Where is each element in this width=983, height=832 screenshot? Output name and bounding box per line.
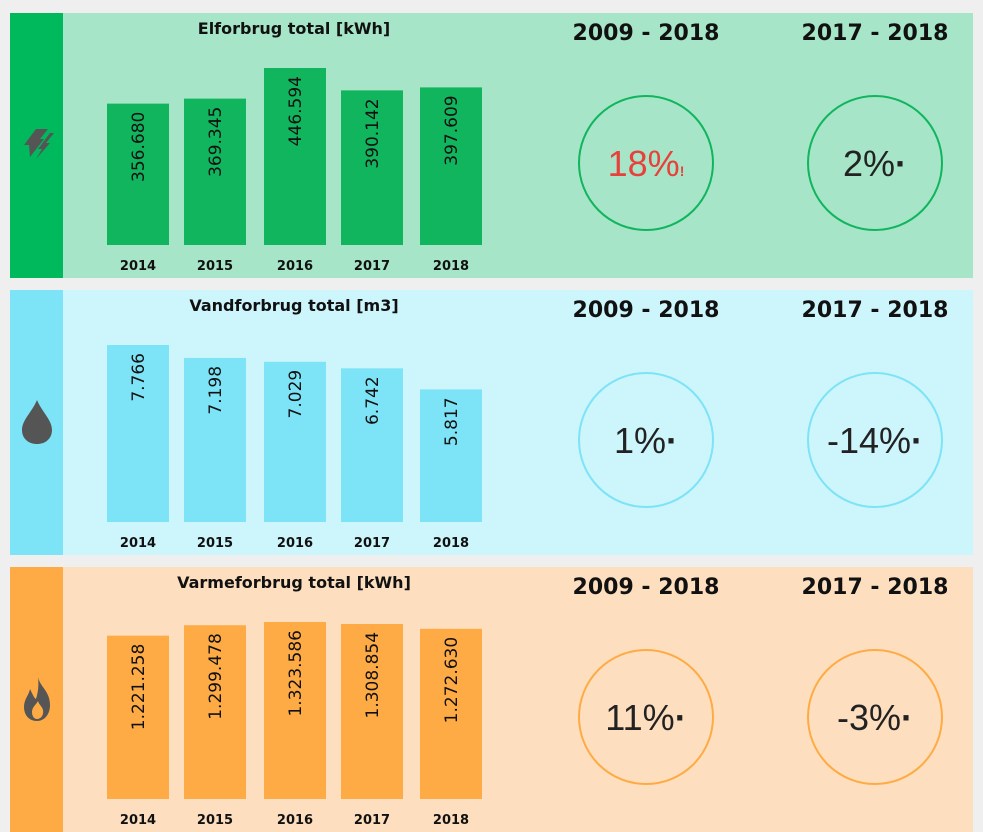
- value-label: 5.817: [442, 397, 462, 446]
- kpi-marker: !: [680, 163, 685, 179]
- kpi-circle: [807, 372, 943, 508]
- kpi-value: 11%·: [605, 697, 686, 738]
- kpi-circle: [578, 95, 714, 231]
- kpi-marker: ·: [901, 697, 913, 738]
- value-label: 7.029: [286, 370, 306, 419]
- bar: [107, 103, 169, 245]
- chart-title: Elforbrug total [kWh]: [198, 19, 390, 38]
- value-label: 397.609: [442, 95, 462, 165]
- bar: [341, 90, 403, 245]
- x-tick-label: 2016: [277, 536, 313, 551]
- kpi-value: 18%!: [608, 143, 685, 184]
- value-label: 6.742: [363, 376, 383, 425]
- value-label: 1.299.478: [206, 633, 226, 720]
- kpi-text: 18%: [608, 143, 680, 184]
- value-label: 390.142: [363, 98, 383, 168]
- panel: Elforbrug total [kWh] 356.680 2014 369.345 2…: [10, 13, 973, 278]
- x-tick-label: 2018: [433, 259, 469, 274]
- x-tick-label: 2014: [120, 813, 156, 828]
- icon: [24, 677, 50, 721]
- period-label: 2017 - 2018: [802, 575, 949, 600]
- kpi-text: 2%: [843, 143, 895, 184]
- value-label: 446.594: [286, 76, 306, 146]
- value-label: 1.323.586: [286, 630, 306, 717]
- bar: [184, 625, 246, 799]
- bar: [107, 345, 169, 522]
- bar: [420, 389, 482, 522]
- panel: Vandforbrug total [m3] 7.766 2014 7.198 2015…: [10, 290, 973, 555]
- x-tick-label: 2017: [354, 813, 390, 828]
- period-label: 2009 - 2018: [573, 298, 720, 323]
- kpi-marker: ·: [666, 420, 678, 461]
- value-label: 7.766: [129, 353, 149, 402]
- kpi-text: 1%: [614, 420, 666, 461]
- x-tick-label: 2016: [277, 813, 313, 828]
- period-label: 2017 - 2018: [802, 298, 949, 323]
- x-tick-label: 2018: [433, 536, 469, 551]
- kpi-marker: ·: [895, 143, 907, 184]
- kpi-text: 11%: [605, 697, 674, 738]
- kpi-marker: ·: [675, 697, 687, 738]
- x-tick-label: 2015: [197, 536, 233, 551]
- x-tick-label: 2014: [120, 536, 156, 551]
- period-label: 2017 - 2018: [802, 21, 949, 46]
- x-tick-label: 2015: [197, 813, 233, 828]
- value-label: 1.272.630: [442, 637, 462, 724]
- kpi-circle: [578, 649, 714, 785]
- value-label: 7.198: [206, 366, 226, 415]
- x-tick-label: 2014: [120, 259, 156, 274]
- panel: Varmeforbrug total [kWh] 1.221.258 2014 1.2…: [10, 567, 973, 832]
- bar: [184, 357, 246, 522]
- bar: [184, 98, 246, 246]
- kpi-circle: [807, 649, 943, 785]
- bar: [420, 628, 482, 799]
- kpi-value: 1%·: [614, 420, 678, 461]
- kpi-value: -14%·: [827, 420, 923, 461]
- value-label: 1.308.854: [363, 632, 383, 719]
- bar: [341, 368, 403, 522]
- icon: [24, 129, 54, 159]
- x-tick-label: 2018: [433, 813, 469, 828]
- chart-title: Vandforbrug total [m3]: [189, 296, 398, 315]
- value-label: 1.221.258: [129, 644, 149, 731]
- period-label: 2009 - 2018: [573, 21, 720, 46]
- kpi-value: 2%·: [843, 143, 907, 184]
- kpi-text: -3%: [837, 697, 901, 738]
- bar: [264, 68, 326, 245]
- kpi-value: -3%·: [837, 697, 913, 738]
- chart-title: Varmeforbrug total [kWh]: [177, 573, 411, 592]
- period-label: 2009 - 2018: [573, 575, 720, 600]
- value-label: 356.680: [129, 112, 149, 182]
- panel-background: [10, 13, 973, 278]
- bar: [420, 87, 482, 246]
- panel-background: [10, 567, 973, 832]
- x-tick-label: 2016: [277, 259, 313, 274]
- value-label: 369.345: [206, 107, 226, 177]
- x-tick-label: 2017: [354, 259, 390, 274]
- kpi-text: -14%: [827, 420, 911, 461]
- kpi-circle: [578, 372, 714, 508]
- bar: [341, 623, 403, 799]
- icon: [22, 400, 52, 444]
- x-tick-label: 2017: [354, 536, 390, 551]
- kpi-circle: [807, 95, 943, 231]
- kpi-marker: ·: [911, 420, 923, 461]
- bar: [107, 635, 169, 799]
- panel-background: [10, 290, 973, 555]
- bar: [264, 622, 326, 799]
- x-tick-label: 2015: [197, 259, 233, 274]
- bar: [264, 361, 326, 522]
